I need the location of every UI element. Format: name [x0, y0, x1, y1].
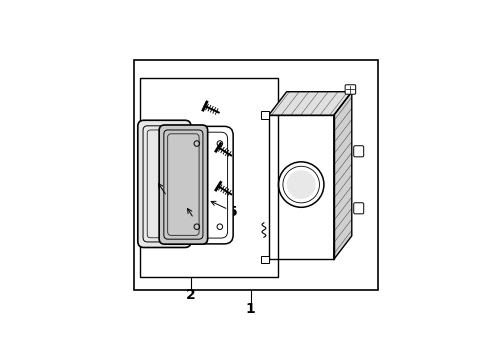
- Text: 1: 1: [245, 302, 255, 316]
- FancyBboxPatch shape: [353, 146, 363, 157]
- Polygon shape: [268, 92, 351, 115]
- Text: 5: 5: [227, 205, 237, 219]
- FancyBboxPatch shape: [345, 85, 355, 94]
- FancyBboxPatch shape: [353, 203, 363, 214]
- Bar: [140, 78, 278, 278]
- Polygon shape: [333, 92, 351, 260]
- FancyBboxPatch shape: [183, 126, 233, 244]
- Bar: [260, 111, 268, 119]
- FancyBboxPatch shape: [138, 120, 191, 247]
- Circle shape: [286, 170, 315, 199]
- Text: 3: 3: [191, 215, 201, 229]
- Bar: [134, 60, 377, 290]
- Bar: [260, 256, 268, 263]
- Text: 4: 4: [165, 193, 175, 207]
- Text: 2: 2: [186, 288, 196, 302]
- FancyBboxPatch shape: [159, 125, 207, 244]
